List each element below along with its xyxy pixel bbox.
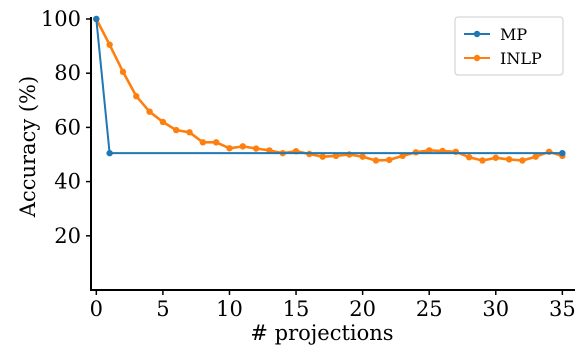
data-point-inlp (186, 129, 193, 136)
y-tick-label: 20 (54, 224, 81, 248)
y-tick-label: 60 (54, 115, 81, 139)
data-point-inlp (332, 152, 340, 160)
data-point-inlp (519, 157, 526, 164)
legend: MP INLP (454, 16, 564, 76)
data-point-mp (559, 149, 566, 157)
data-point-inlp (212, 139, 220, 146)
data-point-inlp (532, 153, 539, 160)
legend-box (454, 16, 564, 76)
data-point-inlp (425, 147, 433, 154)
legend-entry-mp: MP (464, 25, 527, 44)
data-point-mp (106, 149, 113, 157)
data-point-inlp (252, 145, 260, 152)
data-point-inlp (266, 147, 273, 154)
data-point-inlp (199, 139, 207, 146)
series-mp (93, 15, 566, 157)
x-tick-label: 15 (283, 297, 310, 321)
data-point-inlp (173, 126, 180, 134)
legend-marker-mp (473, 30, 481, 38)
y-tick-label: 80 (54, 61, 81, 85)
axes (90, 17, 575, 291)
x-tick-label: 25 (416, 297, 443, 321)
y-tick-label: 40 (54, 170, 81, 194)
data-point-inlp (399, 152, 406, 160)
data-point-inlp (492, 154, 499, 161)
series-inlp (93, 15, 566, 164)
data-point-inlp (159, 118, 167, 126)
x-tick-label: 30 (482, 297, 509, 321)
data-point-inlp (119, 68, 127, 76)
data-point-inlp (479, 157, 486, 164)
x-tick-label: 5 (156, 297, 169, 321)
legend-entry-inlp: INLP (464, 49, 542, 68)
x-axis-title: # projections (250, 321, 393, 345)
data-point-inlp (106, 41, 113, 48)
x-tick-label: 35 (549, 297, 576, 321)
legend-marker-inlp (473, 54, 481, 62)
data-point-mp (93, 15, 100, 23)
series (93, 15, 566, 164)
y-tick-label: 100 (41, 7, 81, 31)
legend-entries: MP INLP (464, 25, 542, 68)
ticks: 20 40 60 80 100 0 5 10 15 20 25 30 35 (41, 7, 576, 321)
legend-label-mp: MP (500, 25, 527, 44)
legend-label-inlp: INLP (500, 49, 542, 68)
x-tick-label: 0 (90, 297, 103, 321)
data-point-inlp (226, 145, 233, 152)
data-point-inlp (465, 154, 473, 161)
y-axis-title: Accuracy (%) (16, 76, 40, 218)
x-tick-label: 20 (349, 297, 376, 321)
data-point-inlp (239, 143, 246, 150)
data-point-inlp (372, 157, 380, 164)
data-point-inlp (505, 156, 513, 163)
data-point-inlp (386, 156, 393, 164)
data-point-inlp (359, 153, 366, 160)
data-point-inlp (146, 108, 153, 115)
data-point-inlp (133, 93, 140, 100)
data-point-inlp (319, 153, 326, 160)
x-tick-label: 10 (216, 297, 243, 321)
